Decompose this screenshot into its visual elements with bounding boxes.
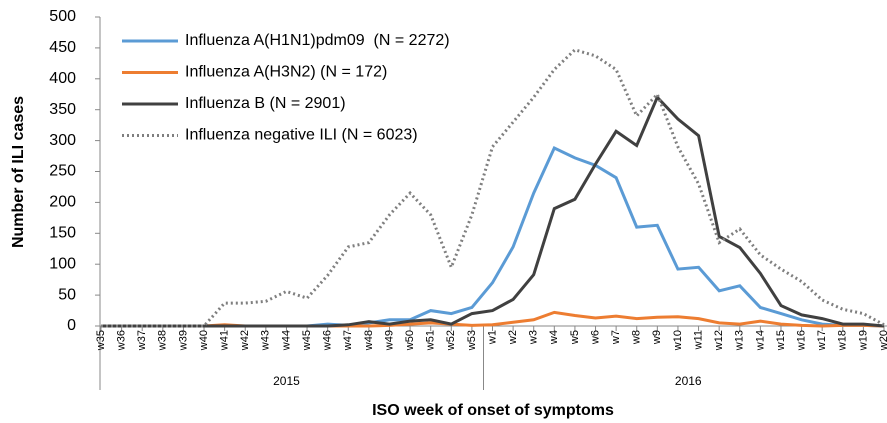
x-tick-label: w9 (651, 330, 663, 345)
x-tick-label: w7 (610, 330, 622, 345)
x-tick-label: w1 (486, 330, 498, 345)
x-tick-label: w15 (775, 330, 787, 351)
x-tick-label: w4 (548, 330, 560, 345)
group-label: 2015 (273, 374, 300, 388)
x-tick-label: w44 (280, 330, 292, 351)
x-tick-label: w36 (116, 330, 128, 351)
x-tick-label: w51 (425, 330, 437, 351)
y-tick-label: 200 (49, 194, 76, 211)
x-tick-label: w8 (631, 330, 643, 345)
x-tick-label: w19 (857, 330, 869, 351)
x-tick-label: w12 (713, 330, 725, 351)
x-tick-label: w5 (569, 330, 581, 345)
x-tick-label: w11 (692, 330, 704, 350)
y-tick-label: 0 (67, 317, 76, 334)
group-label: 2016 (675, 374, 702, 388)
x-tick-label: w52 (445, 330, 457, 351)
y-tick-label: 50 (58, 286, 76, 303)
series-line (101, 94, 885, 328)
x-tick-label: w10 (672, 330, 684, 351)
x-tick-label: w48 (363, 330, 375, 351)
series-line (101, 310, 885, 328)
legend-label: Influenza A(H1N1)pdm09 (N = 2272) (185, 32, 450, 49)
y-tick-label: 100 (49, 255, 76, 272)
x-tick-label: w53 (466, 330, 478, 351)
y-tick-label: 150 (49, 225, 76, 242)
y-axis-title: Number of ILI cases (10, 96, 27, 248)
x-tick-label: w35 (95, 330, 107, 351)
x-tick-label: w14 (754, 330, 766, 351)
x-tick-label: w13 (734, 330, 746, 351)
x-tick-label: w49 (383, 330, 395, 351)
x-tick-label: w20 (878, 330, 887, 351)
legend-label: Influenza negative ILI (N = 6023) (185, 127, 418, 144)
x-tick-label: w47 (342, 330, 354, 351)
x-tick-label: w45 (301, 330, 313, 351)
x-tick-label: w16 (795, 330, 807, 351)
x-tick-label: w40 (198, 330, 210, 351)
x-tick-label: w50 (404, 330, 416, 351)
y-tick-label: 500 (49, 8, 76, 25)
series-line (101, 145, 885, 328)
x-tick-label: w6 (589, 330, 601, 345)
y-tick-label: 400 (49, 70, 76, 87)
y-tick-label: 300 (49, 132, 76, 149)
x-tick-label: w42 (239, 330, 251, 351)
x-tick-label: w41 (219, 330, 231, 351)
x-tick-label: w18 (837, 330, 849, 351)
x-tick-label: w39 (177, 330, 189, 351)
x-tick-label: w2 (507, 330, 519, 345)
y-tick-label: 450 (49, 39, 76, 56)
x-tick-label: w17 (816, 330, 828, 351)
y-tick-label: 350 (49, 101, 76, 118)
y-tick-label: 250 (49, 163, 76, 180)
legend-label: Influenza B (N = 2901) (185, 95, 346, 112)
x-tick-label: w37 (136, 330, 148, 351)
series-line (101, 48, 885, 328)
x-tick-label: w3 (528, 330, 540, 345)
x-tick-label: w43 (260, 330, 272, 351)
legend-label: Influenza A(H3N2) (N = 172) (185, 64, 387, 81)
x-axis-title: ISO week of onset of symptoms (372, 402, 614, 419)
x-tick-label: w38 (157, 330, 169, 351)
x-tick-label: w46 (322, 330, 334, 351)
